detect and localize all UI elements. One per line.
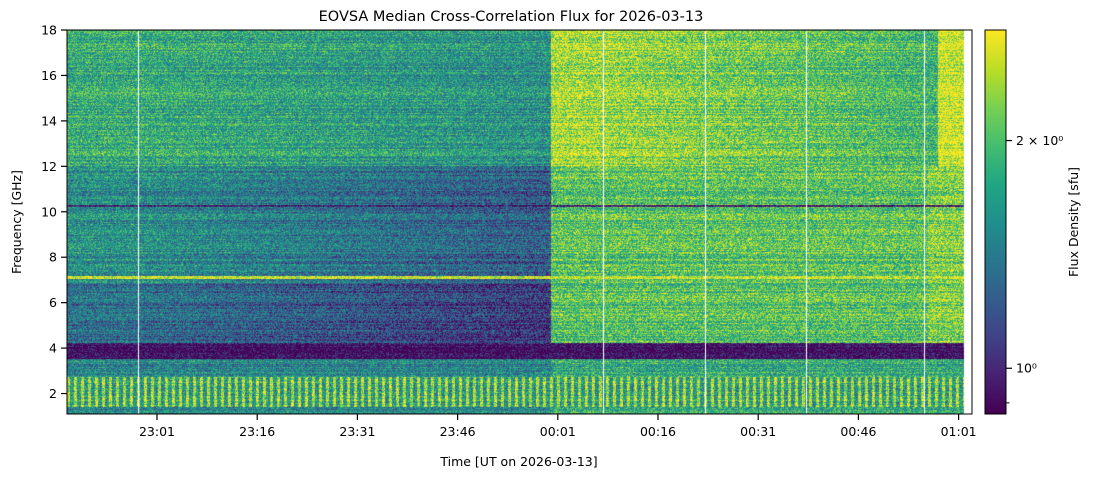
x-tick-label: 00:46 (840, 424, 876, 439)
y-axis-label: Frequency [GHz] (9, 170, 24, 274)
colorbar-tick-label: 10⁰ (1016, 361, 1037, 376)
x-tick-label: 23:46 (440, 424, 476, 439)
x-tick-label: 00:16 (640, 424, 676, 439)
x-axis: 23:01 23:16 23:31 23:46 00:01 00:16 00:31 00:46… (139, 414, 977, 439)
y-tick-label: 6 (49, 295, 57, 310)
colorbar-label: Flux Density [sfu] (1066, 167, 1081, 277)
x-tick-label: 23:01 (139, 424, 175, 439)
colorbar-ticks: 2 × 10⁰ 10⁰ (1006, 133, 1063, 404)
colorbar: 2 × 10⁰ 10⁰ (984, 29, 1063, 415)
colorbar-gradient (985, 30, 1006, 414)
y-tick-label: 8 (49, 250, 57, 265)
y-axis: 2 4 6 8 10 12 14 16 18 (41, 23, 67, 401)
y-tick-label: 16 (41, 68, 57, 83)
colorbar-tick-label: 2 × 10⁰ (1016, 133, 1063, 148)
x-axis-label: Time [UT on 2026-03-13] (439, 454, 597, 469)
y-tick-label: 14 (41, 113, 57, 128)
plot-frame (66, 29, 973, 415)
x-tick-label: 23:16 (239, 424, 275, 439)
y-tick-label: 2 (49, 386, 57, 401)
y-tick-label: 4 (49, 341, 57, 356)
y-tick-label: 12 (41, 159, 57, 174)
colorbar-frame (984, 29, 1007, 415)
spectrogram-heatmap (67, 30, 972, 414)
x-tick-label: 00:01 (540, 424, 576, 439)
chart-title: EOVSA Median Cross-Correlation Flux for … (319, 9, 704, 25)
plot-area (66, 29, 973, 415)
x-tick-label: 00:31 (740, 424, 776, 439)
y-tick-label: 10 (41, 204, 57, 219)
y-tick-label: 18 (41, 23, 57, 38)
x-tick-label: 01:01 (941, 424, 977, 439)
x-tick-label: 23:31 (339, 424, 375, 439)
